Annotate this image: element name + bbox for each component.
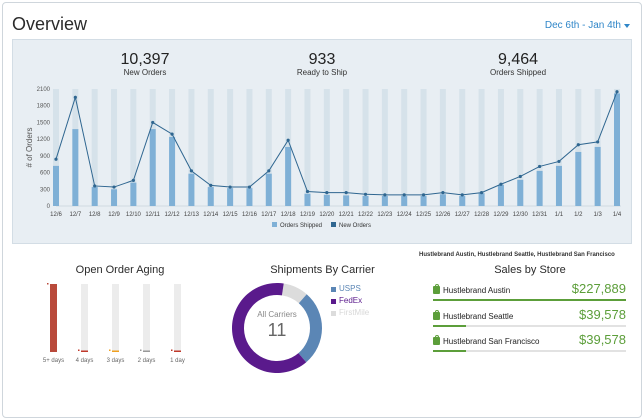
legend-firstmile[interactable]: FirstMile bbox=[331, 308, 369, 318]
kpi-label: New Orders bbox=[123, 68, 167, 77]
kpi-ready-to-ship: 933 Ready to Ship bbox=[242, 51, 402, 78]
store-row-austin[interactable]: Hustlebrand Austin $227,889 bbox=[433, 281, 626, 307]
kpi-label: Ready to Ship bbox=[296, 68, 348, 77]
shopify-bag-icon bbox=[433, 310, 440, 320]
date-range-label: Dec 6th - Jan 4th bbox=[544, 20, 621, 31]
legend-usps[interactable]: USPS bbox=[331, 284, 369, 294]
page-title: Overview bbox=[12, 14, 88, 34]
store-sales-value: $39,578 bbox=[579, 332, 626, 347]
orders-panel: 10,397 New Orders 933 Ready to Ship 9,46… bbox=[12, 39, 632, 244]
legend-swatch bbox=[331, 310, 336, 316]
aging-label: 5+ days bbox=[43, 358, 64, 364]
kpi-value: 10,397 bbox=[120, 51, 170, 68]
store-sales-bar bbox=[433, 325, 626, 327]
chevron-down-icon bbox=[624, 24, 630, 28]
store-name: Hustlebrand Seattle bbox=[443, 312, 514, 321]
shopify-bag-icon bbox=[433, 284, 440, 294]
sales-title: Sales by Store bbox=[494, 264, 566, 276]
aging-label: 1 day bbox=[170, 358, 185, 364]
kpi-orders-shipped: 9,464 Orders Shipped bbox=[438, 51, 598, 78]
donut-slice-fedex bbox=[232, 283, 307, 373]
store-name: Hustlebrand San Francisco bbox=[443, 337, 540, 346]
aging-label: 4 days bbox=[76, 358, 94, 364]
store-sales-fill bbox=[433, 325, 466, 327]
store-sales-fill bbox=[433, 350, 466, 352]
donut-center-label: All Carriers bbox=[257, 310, 297, 319]
aging-bar bbox=[112, 350, 119, 352]
donut-slice-firstmile bbox=[281, 283, 307, 304]
store-sales-bar bbox=[433, 299, 626, 301]
legend-label: USPS bbox=[339, 284, 361, 293]
aging-bar bbox=[81, 350, 88, 352]
store-sales-value: $227,889 bbox=[571, 281, 626, 296]
kpi-value: 9,464 bbox=[497, 51, 539, 68]
legend-label: FedEx bbox=[339, 296, 363, 305]
aging-marker bbox=[140, 349, 142, 351]
store-filter-caption: Hustlebrand Austin, Hustlebrand Seattle,… bbox=[419, 252, 615, 258]
aging-label: 2 days bbox=[138, 358, 156, 364]
kpi-new-orders: 10,397 New Orders bbox=[65, 51, 225, 78]
aging-marker bbox=[47, 283, 49, 285]
legend-label: FirstMile bbox=[339, 308, 370, 317]
carrier-legend: USPS FedEx FirstMile bbox=[331, 284, 369, 318]
kpi-label: Orders Shipped bbox=[489, 68, 547, 77]
donut-center-value: 11 bbox=[267, 320, 287, 340]
aging-bar bbox=[143, 350, 150, 352]
store-row-san-francisco[interactable]: Hustlebrand San Francisco $39,578 bbox=[433, 332, 626, 358]
carrier-title: Shipments By Carrier bbox=[270, 264, 375, 276]
date-range-picker[interactable]: Dec 6th - Jan 4th bbox=[545, 20, 630, 31]
aging-chart: 5+ days 4 days 3 days 2 days 1 day bbox=[43, 283, 185, 364]
aging-bar-track bbox=[143, 284, 150, 352]
aging-title: Open Order Aging bbox=[75, 264, 165, 276]
store-name: Hustlebrand Austin bbox=[443, 286, 511, 295]
legend-fedex[interactable]: FedEx bbox=[331, 296, 369, 306]
aging-label: 3 days bbox=[107, 358, 125, 364]
aging-marker bbox=[109, 349, 111, 351]
aging-marker bbox=[171, 349, 173, 351]
legend-swatch bbox=[331, 298, 336, 304]
store-sales-fill bbox=[433, 299, 626, 301]
store-sales-value: $39,578 bbox=[579, 307, 626, 322]
aging-bar-track bbox=[81, 284, 88, 352]
shopify-bag-icon bbox=[433, 335, 440, 345]
legend-swatch bbox=[331, 286, 336, 292]
aging-bar-track bbox=[174, 284, 181, 352]
aging-bar bbox=[50, 284, 57, 352]
store-sales-bar bbox=[433, 350, 626, 352]
aging-bar bbox=[174, 350, 181, 352]
carrier-donut bbox=[232, 283, 322, 373]
donut-slice-usps bbox=[298, 294, 322, 363]
store-row-seattle[interactable]: Hustlebrand Seattle $39,578 bbox=[433, 307, 626, 333]
kpi-value: 933 bbox=[308, 51, 336, 68]
aging-bar-track bbox=[112, 284, 119, 352]
aging-marker bbox=[78, 349, 80, 351]
